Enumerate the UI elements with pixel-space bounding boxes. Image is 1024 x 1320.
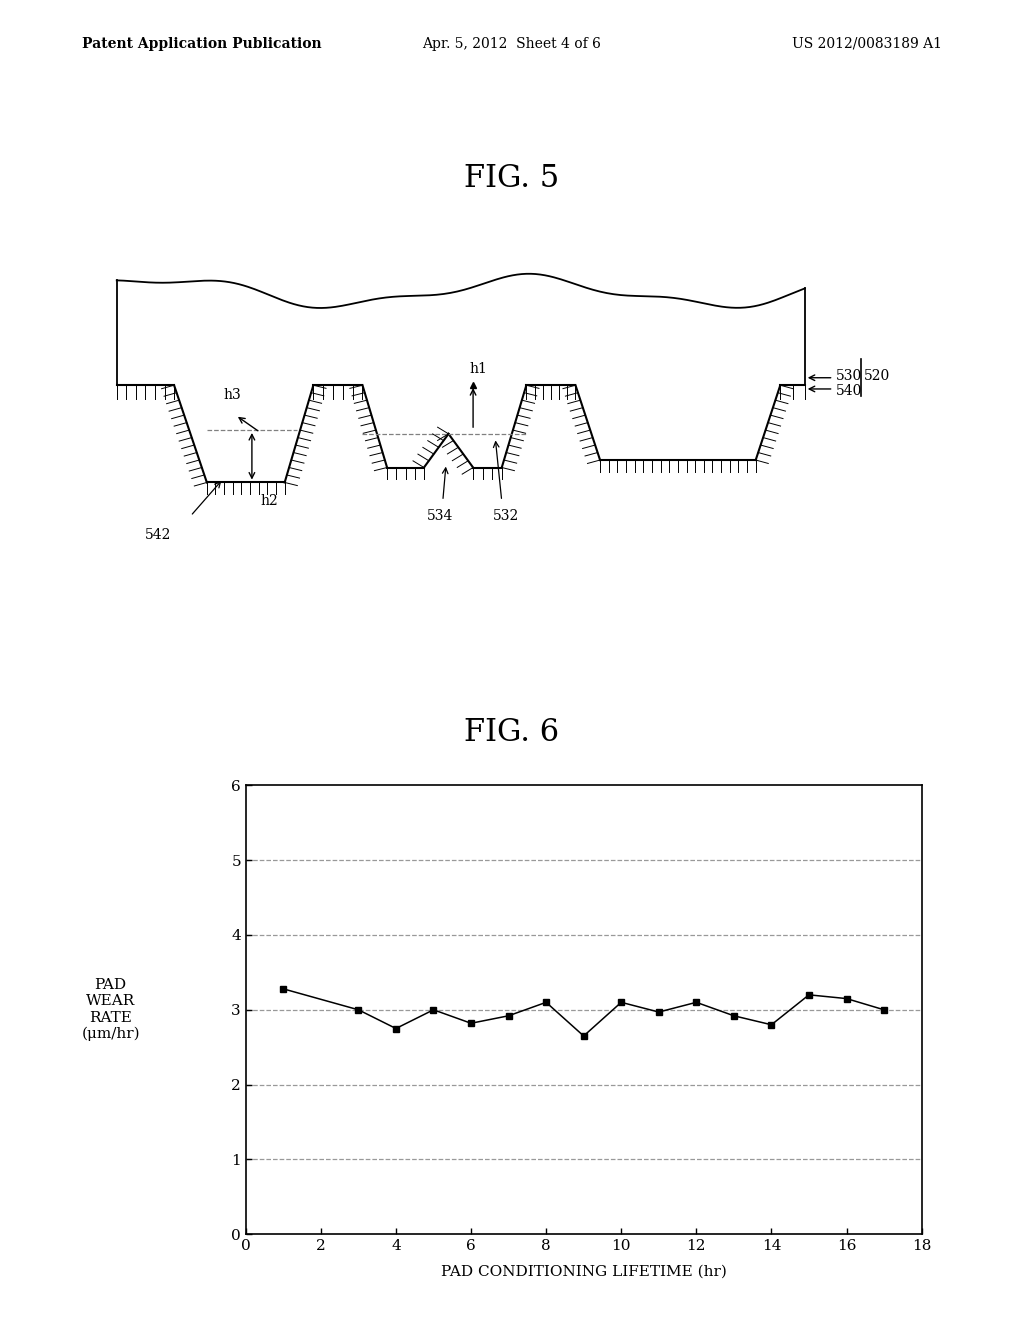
Text: h3: h3 <box>223 388 241 403</box>
Text: 542: 542 <box>144 528 171 541</box>
Text: FIG. 6: FIG. 6 <box>465 717 559 748</box>
Text: 530: 530 <box>836 370 862 383</box>
Text: h2: h2 <box>260 494 278 508</box>
X-axis label: PAD CONDITIONING LIFETIME (hr): PAD CONDITIONING LIFETIME (hr) <box>440 1265 727 1278</box>
Text: US 2012/0083189 A1: US 2012/0083189 A1 <box>793 37 942 50</box>
Polygon shape <box>117 273 805 385</box>
Text: 532: 532 <box>493 510 519 523</box>
Text: Apr. 5, 2012  Sheet 4 of 6: Apr. 5, 2012 Sheet 4 of 6 <box>423 37 601 50</box>
Text: 540: 540 <box>836 384 862 399</box>
Text: Patent Application Publication: Patent Application Publication <box>82 37 322 50</box>
Text: 520: 520 <box>864 370 890 383</box>
Y-axis label: PAD
WEAR
RATE
(μm/hr): PAD WEAR RATE (μm/hr) <box>81 978 140 1041</box>
Text: h1: h1 <box>469 362 486 376</box>
Text: FIG. 5: FIG. 5 <box>464 162 560 194</box>
Text: 534: 534 <box>427 510 454 523</box>
